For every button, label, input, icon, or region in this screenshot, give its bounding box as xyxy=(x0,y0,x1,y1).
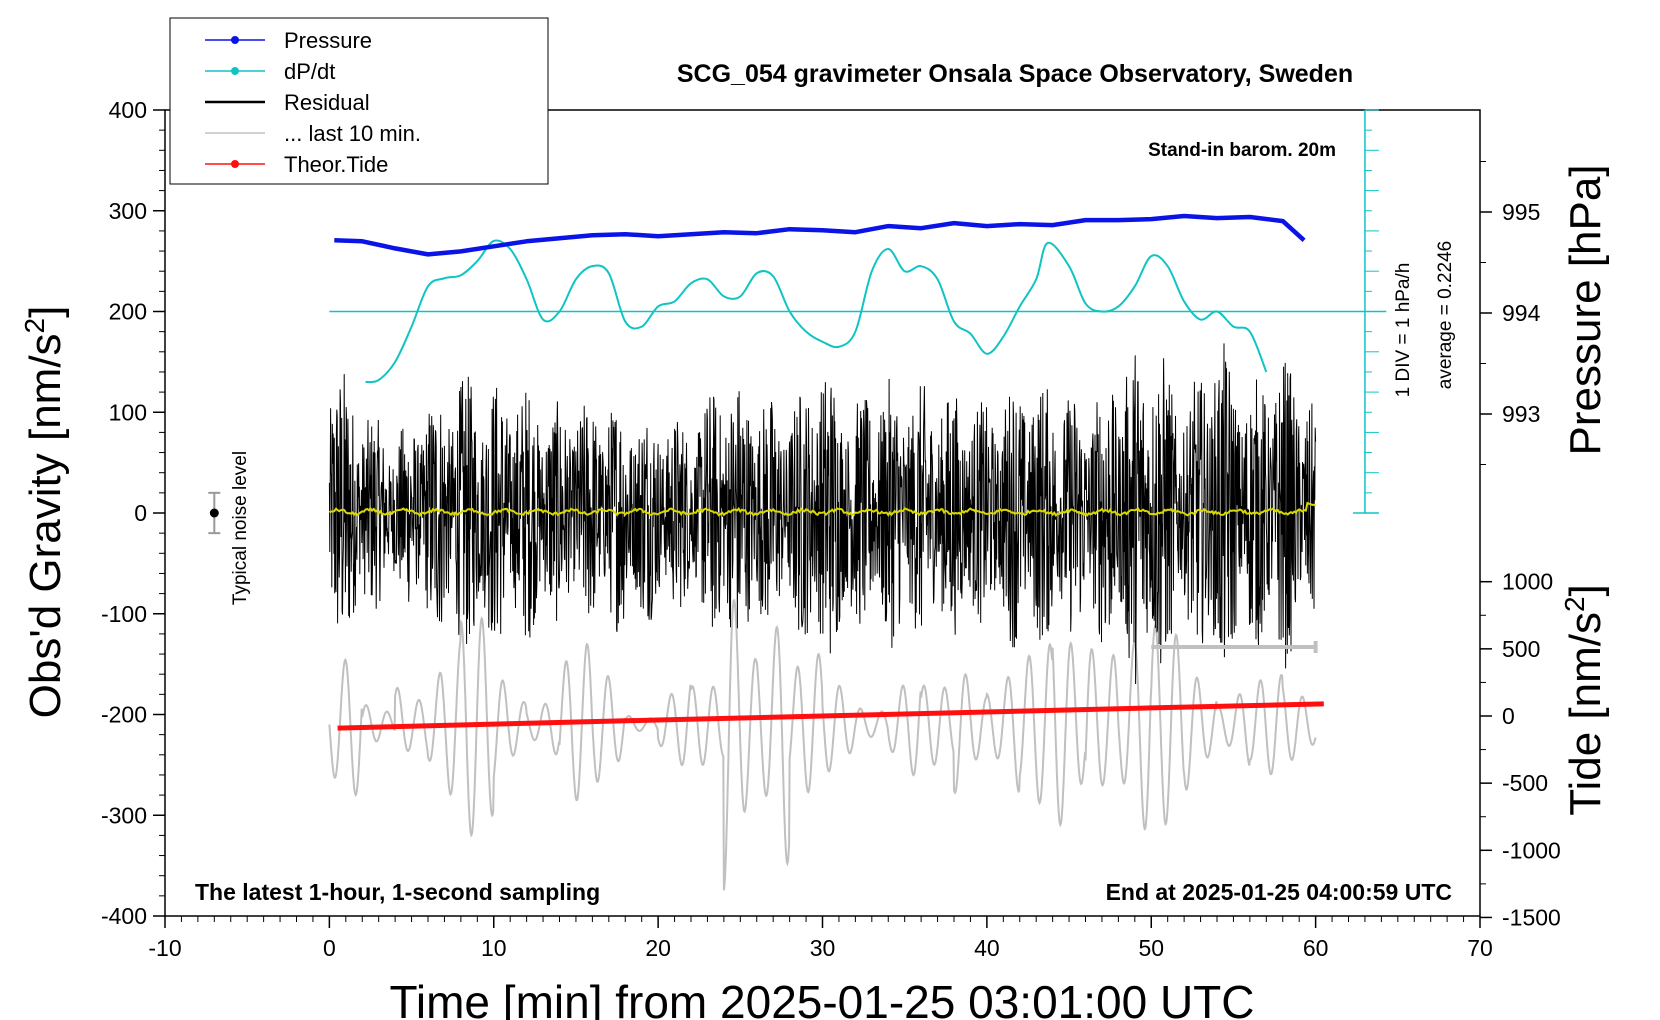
y-left-axis-label: Obs'd Gravity [nm/s2] xyxy=(19,306,70,719)
tide-tick-label: -500 xyxy=(1502,770,1548,796)
y-left-label-sup: 2 xyxy=(19,318,50,334)
tide-axis-label: Tide [nm/s2] xyxy=(1559,584,1610,816)
legend-marker xyxy=(231,67,239,75)
y-left-tick-label: -200 xyxy=(101,702,147,728)
tide-label-close: ] xyxy=(1561,584,1610,596)
tide-label-sup: 2 xyxy=(1559,596,1590,612)
y-left-label-close: ] xyxy=(21,306,70,318)
legend-marker xyxy=(231,36,239,44)
x-tick-label: -10 xyxy=(148,935,181,961)
end-time-annotation: End at 2025-01-25 04:00:59 UTC xyxy=(1106,879,1452,905)
x-tick-label: 10 xyxy=(481,935,507,961)
chart-title: SCG_054 gravimeter Onsala Space Observat… xyxy=(677,60,1353,88)
y-left-tick-label: -400 xyxy=(101,903,147,929)
x-tick-label: 70 xyxy=(1467,935,1493,961)
series-layer xyxy=(208,213,1387,891)
noise-level-annotation: Typical noise level xyxy=(230,451,251,605)
x-tick-label: 60 xyxy=(1303,935,1329,961)
y-left-tick-label: 300 xyxy=(109,198,147,224)
pressure-line xyxy=(334,213,1306,257)
legend-marker xyxy=(231,160,239,168)
sampling-annotation: The latest 1-hour, 1-second sampling xyxy=(195,879,600,905)
x-axis-label: Time [min] from 2025-01-25 03:01:00 UTC xyxy=(390,976,1255,1020)
x-tick-label: 30 xyxy=(810,935,836,961)
x-tick-label: 40 xyxy=(974,935,1000,961)
tide-tick-label: 500 xyxy=(1502,636,1540,662)
residual-smoothed-line xyxy=(328,501,1317,517)
tide-tick-label: 1000 xyxy=(1502,569,1553,595)
tide-tick-label: -1500 xyxy=(1502,904,1561,930)
x-tick-label: 20 xyxy=(645,935,671,961)
pressure-tick-label: 995 xyxy=(1502,199,1540,225)
legend-label: ... last 10 min. xyxy=(284,121,421,146)
legend: Pressure dP/dt Residual ... last 10 min. The… xyxy=(169,17,549,185)
axis-layer: -10 0 10 20 30 40 50 60 704003002001000-100-200-… xyxy=(101,97,1561,961)
y-left-tick-label: 100 xyxy=(109,399,147,425)
legend-label: dP/dt xyxy=(284,59,335,84)
noise-bar-dot xyxy=(209,508,219,518)
pressure-tick-label: 993 xyxy=(1502,401,1540,427)
y-left-tick-label: 400 xyxy=(109,97,147,123)
y-left-tick-label: 0 xyxy=(134,500,147,526)
legend-label: Pressure xyxy=(284,28,372,53)
legend-label: Theor.Tide xyxy=(284,152,388,177)
div-scale-annotation: 1 DIV = 1 hPa/h xyxy=(1393,263,1414,398)
dpdt-line xyxy=(365,239,1268,384)
y-left-tick-label: -300 xyxy=(101,802,147,828)
residual-line xyxy=(328,343,1317,685)
x-tick-label: 50 xyxy=(1138,935,1164,961)
tide-tick-label: -1000 xyxy=(1502,837,1561,863)
pressure-tick-label: 994 xyxy=(1502,300,1541,326)
theor-tide-line xyxy=(337,701,1324,731)
legend-label: Residual xyxy=(284,90,370,115)
last-10-min-line xyxy=(328,598,1317,891)
tide-label-main: Tide [nm/s xyxy=(1561,612,1610,816)
legend-entries: Pressure dP/dt Residual ... last 10 min. The… xyxy=(205,28,421,177)
y-left-tick-label: 200 xyxy=(109,299,147,325)
barometer-annotation: Stand-in barom. 20m xyxy=(1148,140,1336,161)
average-annotation: average = 0.2246 xyxy=(1435,241,1456,389)
tide-tick-label: 0 xyxy=(1502,703,1515,729)
y-left-tick-label: -100 xyxy=(101,601,147,627)
pressure-axis-label: Pressure [hPa] xyxy=(1561,164,1610,455)
y-left-label-main: Obs'd Gravity [nm/s xyxy=(21,333,70,718)
x-tick-label: 0 xyxy=(323,935,336,961)
